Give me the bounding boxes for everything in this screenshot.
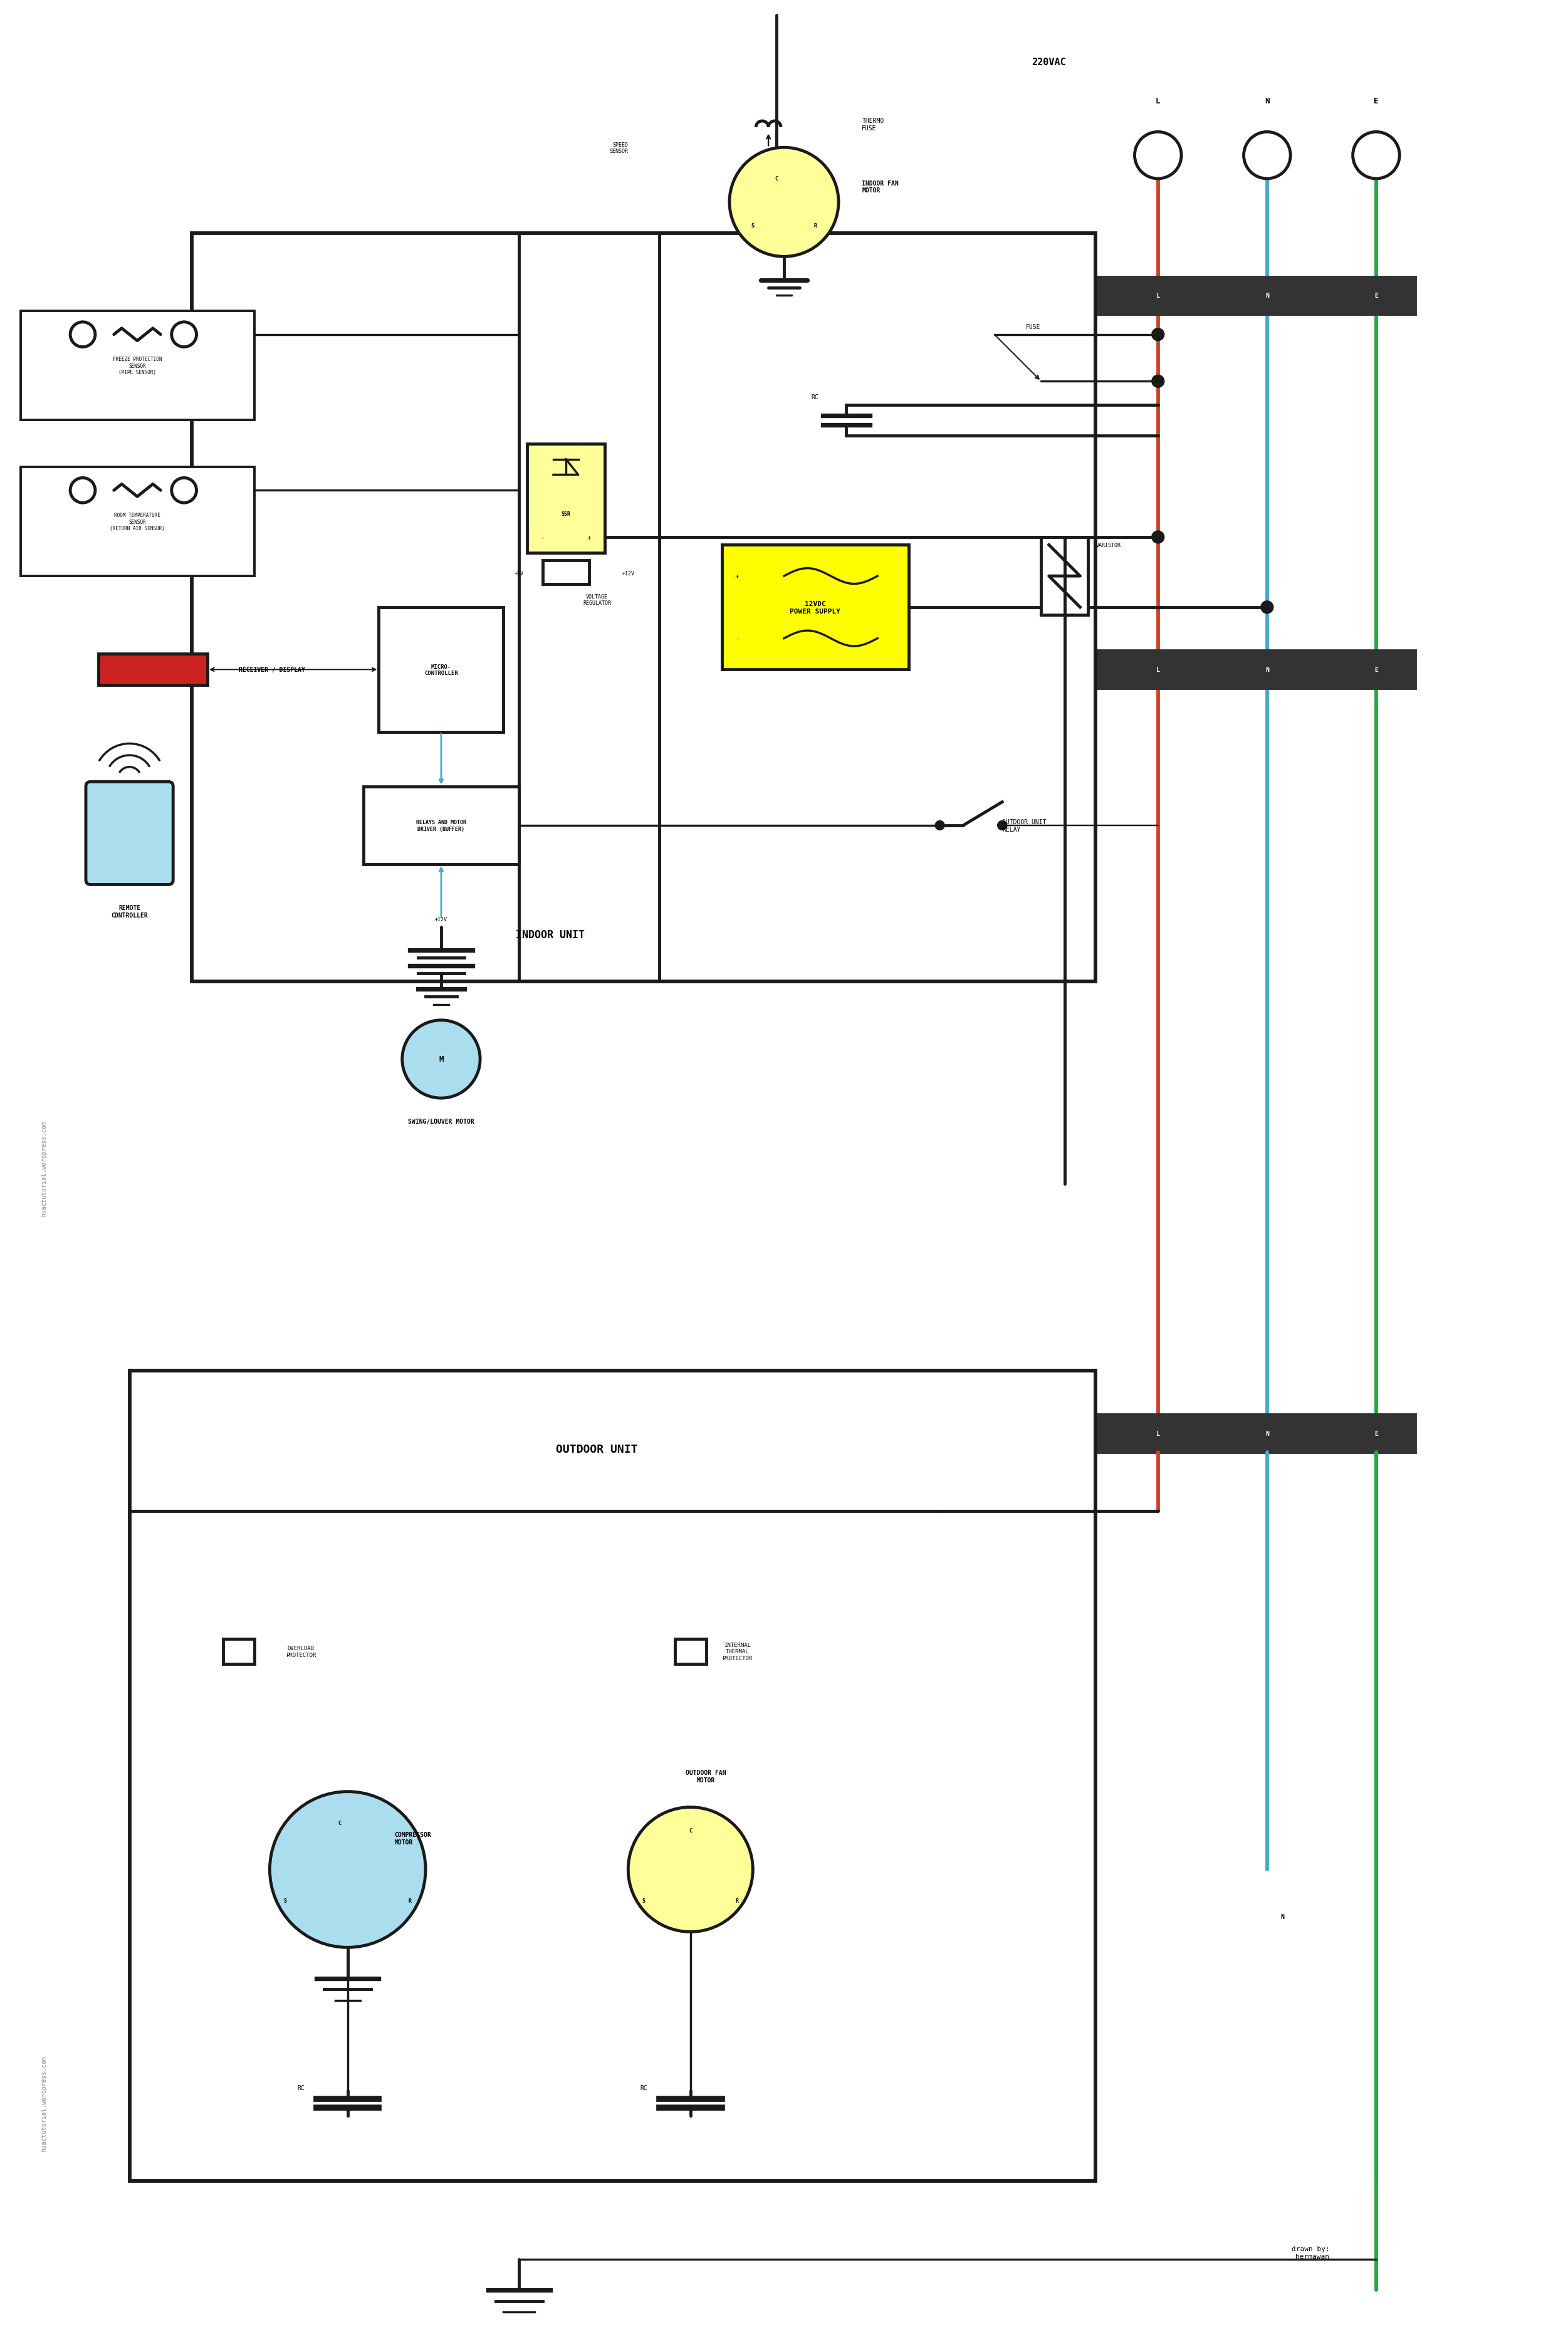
Text: S: S — [284, 1898, 287, 1905]
Circle shape — [1261, 601, 1273, 615]
Text: VOLTAGE
REGULATOR: VOLTAGE REGULATOR — [583, 594, 612, 605]
Text: R: R — [814, 222, 817, 229]
Bar — [223, 1638, 254, 1664]
Text: R: R — [735, 1898, 739, 1905]
Text: -: - — [541, 535, 544, 540]
Text: VARISTOR: VARISTOR — [1096, 542, 1121, 549]
Text: E: E — [1374, 98, 1378, 105]
Text: 220VAC: 220VAC — [1032, 58, 1066, 68]
FancyBboxPatch shape — [86, 783, 172, 886]
Text: E: E — [1374, 666, 1378, 673]
Text: COMPRESSOR
MOTOR: COMPRESSOR MOTOR — [395, 1832, 431, 1846]
Text: INDOOR FAN
MOTOR: INDOOR FAN MOTOR — [862, 180, 898, 194]
Text: RC: RC — [812, 395, 818, 400]
Bar — [1041, 538, 1088, 615]
Text: C: C — [339, 1821, 342, 1825]
Text: +12V: +12V — [434, 916, 447, 923]
Text: C: C — [775, 175, 778, 182]
Bar — [1088, 652, 1416, 689]
Text: INDOOR UNIT: INDOOR UNIT — [516, 930, 585, 939]
Bar — [20, 467, 254, 577]
Bar — [527, 444, 605, 554]
Text: OUTDOOR FAN
MOTOR: OUTDOOR FAN MOTOR — [685, 1769, 726, 1783]
Circle shape — [270, 1792, 425, 1947]
Circle shape — [1152, 376, 1165, 388]
Text: S: S — [643, 1898, 646, 1905]
Text: E: E — [1374, 1430, 1378, 1437]
Text: S: S — [751, 222, 754, 229]
Text: N: N — [1265, 1430, 1269, 1437]
Text: SWING/LOUVER MOTOR: SWING/LOUVER MOTOR — [408, 1119, 474, 1124]
Bar — [99, 654, 207, 685]
Text: INTERNAL
THERMAL
PROTECTOR: INTERNAL THERMAL PROTECTOR — [723, 1643, 753, 1662]
Text: +12V: +12V — [622, 570, 635, 577]
Text: M: M — [439, 1056, 444, 1063]
Text: OUTDOOR UNIT
RELAY: OUTDOOR UNIT RELAY — [1002, 818, 1046, 832]
Circle shape — [1152, 530, 1165, 545]
Text: 12VDC
POWER SUPPLY: 12VDC POWER SUPPLY — [790, 601, 840, 615]
Bar — [1088, 1414, 1416, 1451]
Text: L: L — [1156, 666, 1160, 673]
Text: +5V: +5V — [514, 570, 524, 577]
Text: hvactutorial.wordpress.com: hvactutorial.wordpress.com — [41, 1122, 47, 1215]
Text: ROOM TEMPERATURE
SENSOR
(RETURN AIR SENSOR): ROOM TEMPERATURE SENSOR (RETURN AIR SENS… — [110, 512, 165, 530]
Circle shape — [997, 820, 1007, 830]
Circle shape — [71, 323, 96, 348]
Circle shape — [1152, 330, 1165, 341]
Text: REMOTE
CONTROLLER: REMOTE CONTROLLER — [111, 904, 147, 918]
Circle shape — [1135, 133, 1181, 180]
Text: N: N — [1281, 1914, 1284, 1919]
Text: L: L — [1156, 98, 1160, 105]
Text: THERMO
FUSE: THERMO FUSE — [862, 117, 884, 131]
Circle shape — [729, 147, 839, 257]
Text: FUSE: FUSE — [1025, 325, 1041, 330]
Circle shape — [71, 479, 96, 502]
Text: MICRO-
CONTROLLER: MICRO- CONTROLLER — [425, 664, 458, 675]
Text: +: + — [586, 535, 591, 540]
Text: R: R — [408, 1898, 411, 1905]
Bar — [674, 1638, 706, 1664]
Text: N: N — [1265, 292, 1269, 299]
Text: -: - — [735, 636, 740, 643]
Circle shape — [171, 323, 196, 348]
Text: +: + — [735, 573, 740, 580]
Circle shape — [1353, 133, 1400, 180]
Text: RELAYS AND MOTOR
DRIVER (BUFFER): RELAYS AND MOTOR DRIVER (BUFFER) — [416, 820, 466, 832]
Bar — [130, 1372, 1096, 2180]
Circle shape — [403, 1021, 480, 1098]
Text: N: N — [1265, 666, 1269, 673]
Text: E: E — [1374, 292, 1378, 299]
Text: OUTDOOR UNIT: OUTDOOR UNIT — [557, 1444, 638, 1454]
Text: C: C — [688, 1828, 691, 1835]
Bar — [1088, 278, 1416, 315]
Text: drawn by:
hermawan: drawn by: hermawan — [1292, 2246, 1330, 2260]
Circle shape — [171, 479, 196, 502]
Text: SPEED
SENSOR: SPEED SENSOR — [610, 143, 629, 154]
Bar — [721, 545, 909, 671]
Bar — [379, 608, 503, 731]
Bar — [191, 234, 1096, 982]
Bar — [364, 788, 519, 865]
Circle shape — [935, 820, 944, 830]
Bar — [20, 311, 254, 421]
Text: L: L — [1156, 1430, 1160, 1437]
Text: RC: RC — [298, 2085, 304, 2092]
Text: N: N — [1265, 98, 1270, 105]
Circle shape — [629, 1807, 753, 1933]
Text: SSR: SSR — [561, 512, 571, 516]
Bar — [543, 561, 590, 584]
Text: hvactutorial.wordpress.com: hvactutorial.wordpress.com — [41, 2057, 47, 2150]
Text: L: L — [1156, 292, 1160, 299]
Text: FREEZE PROTECTION
SENSOR
(PIPE SENSOR): FREEZE PROTECTION SENSOR (PIPE SENSOR) — [113, 358, 162, 376]
Circle shape — [1243, 133, 1290, 180]
Text: RC: RC — [640, 2085, 648, 2092]
Text: OVERLOAD
PROTECTOR: OVERLOAD PROTECTOR — [285, 1645, 317, 1657]
Text: RECEIVER / DISPLAY: RECEIVER / DISPLAY — [238, 666, 304, 673]
